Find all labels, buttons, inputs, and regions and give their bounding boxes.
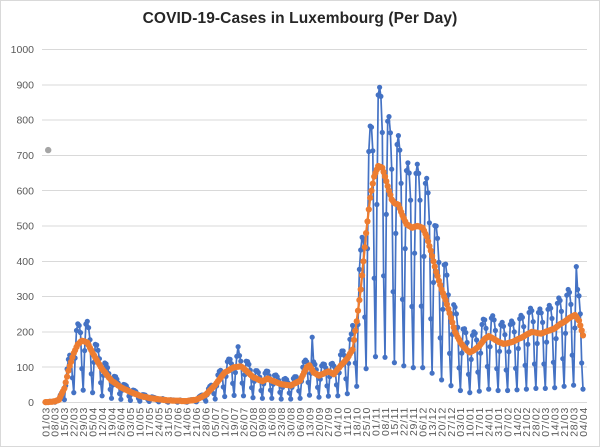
svg-text:07/06: 07/06 — [172, 407, 184, 437]
svg-text:10/01: 10/01 — [465, 407, 477, 437]
svg-text:12/07: 12/07 — [220, 407, 232, 437]
svg-text:21/02: 21/02 — [521, 407, 533, 437]
svg-text:01/03: 01/03 — [40, 407, 52, 437]
svg-text:26/07: 26/07 — [238, 407, 250, 437]
svg-text:19/04: 19/04 — [106, 407, 118, 437]
svg-text:14/03: 14/03 — [550, 407, 562, 437]
svg-text:04/04: 04/04 — [578, 407, 590, 437]
svg-text:03/05: 03/05 — [125, 407, 137, 437]
svg-text:24/01: 24/01 — [484, 407, 496, 437]
svg-text:300: 300 — [16, 291, 34, 303]
svg-text:900: 900 — [16, 79, 34, 91]
svg-text:18/10: 18/10 — [352, 407, 364, 437]
series-7-day-average — [42, 162, 587, 406]
svg-text:02/08: 02/08 — [248, 407, 260, 437]
svg-text:19/07: 19/07 — [229, 407, 241, 437]
svg-text:08/03: 08/03 — [50, 407, 62, 437]
svg-text:08/11: 08/11 — [380, 407, 392, 436]
svg-text:01/11: 01/11 — [370, 407, 382, 436]
svg-text:14/06: 14/06 — [182, 407, 194, 437]
svg-text:31/01: 31/01 — [493, 407, 505, 437]
svg-text:13/12: 13/12 — [427, 407, 439, 437]
svg-text:28/02: 28/02 — [531, 407, 543, 437]
svg-text:07/03: 07/03 — [540, 407, 552, 437]
svg-text:500: 500 — [16, 221, 34, 233]
svg-text:23/08: 23/08 — [276, 407, 288, 437]
svg-text:07/02: 07/02 — [502, 407, 514, 437]
svg-text:0: 0 — [28, 397, 34, 409]
svg-text:16/08: 16/08 — [267, 407, 279, 437]
svg-text:25/10: 25/10 — [361, 407, 373, 437]
chart-title: COVID-19-Cases in Luxembourg (Per Day) — [142, 10, 458, 27]
svg-text:700: 700 — [16, 150, 34, 162]
svg-text:100: 100 — [16, 362, 34, 374]
svg-text:31/05: 31/05 — [163, 407, 175, 437]
svg-text:27/09: 27/09 — [323, 407, 335, 437]
svg-text:24/05: 24/05 — [154, 407, 166, 437]
svg-text:06/12: 06/12 — [418, 407, 430, 437]
svg-text:28/06: 28/06 — [201, 407, 213, 437]
svg-text:1000: 1000 — [11, 44, 35, 56]
svg-text:10/05: 10/05 — [135, 407, 147, 437]
svg-text:17/01: 17/01 — [474, 407, 486, 437]
gray-point — [45, 146, 52, 154]
svg-text:09/08: 09/08 — [257, 407, 269, 437]
svg-text:17/05: 17/05 — [144, 407, 156, 437]
svg-text:800: 800 — [16, 115, 34, 127]
svg-text:29/03: 29/03 — [78, 407, 90, 437]
svg-text:11/10: 11/10 — [342, 407, 354, 436]
svg-text:15/03: 15/03 — [59, 407, 71, 437]
svg-text:13/09: 13/09 — [304, 407, 316, 437]
svg-text:05/07: 05/07 — [210, 407, 222, 437]
svg-text:06/09: 06/09 — [295, 407, 307, 437]
svg-text:15/11: 15/11 — [389, 407, 401, 436]
svg-text:27/12: 27/12 — [446, 407, 458, 437]
x-axis-labels: 01/0308/0315/0322/0329/0305/0412/0419/04… — [40, 407, 590, 437]
svg-text:22/11: 22/11 — [399, 407, 411, 436]
svg-text:20/09: 20/09 — [314, 407, 326, 437]
svg-text:30/08: 30/08 — [286, 407, 298, 437]
svg-text:05/04: 05/04 — [87, 407, 99, 437]
svg-text:600: 600 — [16, 185, 34, 197]
svg-text:22/03: 22/03 — [69, 407, 81, 437]
svg-text:26/04: 26/04 — [116, 407, 128, 437]
svg-text:03/01: 03/01 — [455, 407, 467, 437]
svg-text:29/11: 29/11 — [408, 407, 420, 436]
svg-text:28/03: 28/03 — [568, 407, 580, 437]
svg-text:21/06: 21/06 — [191, 407, 203, 437]
svg-text:12/04: 12/04 — [97, 407, 109, 437]
series-daily-cases — [42, 84, 586, 406]
svg-text:14/02: 14/02 — [512, 407, 524, 437]
y-axis-labels: 0 100 200 300 400 500 600 700 800 900 1000 — [11, 44, 35, 409]
svg-text:21/03: 21/03 — [559, 407, 571, 437]
svg-text:400: 400 — [16, 256, 34, 268]
svg-text:04/10: 04/10 — [333, 407, 345, 437]
svg-text:20/12: 20/12 — [436, 407, 448, 437]
svg-text:200: 200 — [16, 327, 34, 339]
